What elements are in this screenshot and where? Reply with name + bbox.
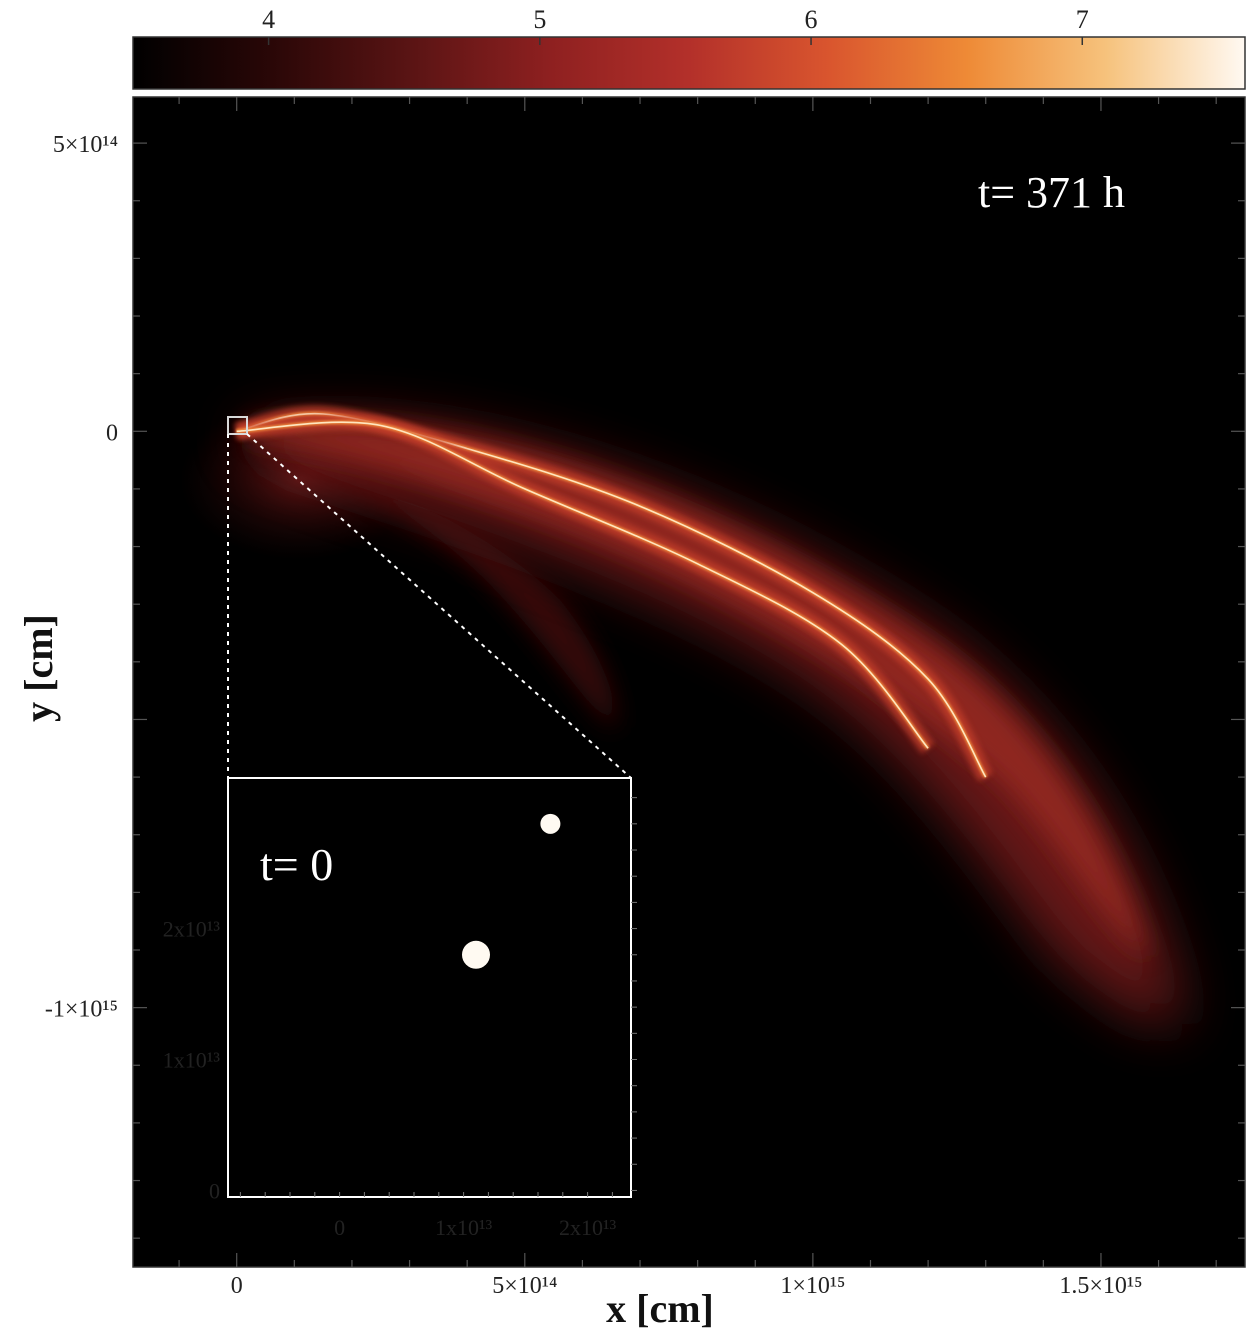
colorbar-tick-label: 7 xyxy=(1076,5,1089,34)
x-tick-label: 1.5×10¹⁵ xyxy=(1059,1273,1142,1299)
inset-frame xyxy=(227,777,632,1198)
colorbar-tick-label: 6 xyxy=(805,5,818,34)
density-field xyxy=(180,400,1185,1025)
inset-x-tick-label: 2x10¹³ xyxy=(559,1215,617,1240)
colorbar-tick-label: 4 xyxy=(262,5,275,34)
inset-annotation: t= 0 xyxy=(260,839,333,890)
inset-plot: 0 1x10¹³ 2x10¹³ 0 1x10¹³ 2x10¹³ t= 0 xyxy=(163,777,637,1240)
x-tick-label: 1×10¹⁵ xyxy=(780,1273,845,1299)
inset-x-tick-label: 1x10¹³ xyxy=(435,1215,493,1240)
faint-plume xyxy=(245,440,616,730)
x-tick-label: 5×10¹⁴ xyxy=(492,1273,557,1299)
y-tick-label: -1×10¹⁵ xyxy=(45,997,118,1023)
colorbar: 4 5 6 7 xyxy=(132,5,1246,90)
zoom-box xyxy=(227,416,248,435)
x-axis-title: x [cm] xyxy=(606,1286,714,1331)
star-2 xyxy=(540,813,561,834)
x-axis-ticks: 0 5×10¹⁴ 1×10¹⁵ 1.5×10¹⁵ xyxy=(178,97,1217,1299)
x-tick-label: 0 xyxy=(231,1273,243,1299)
inset-points xyxy=(462,813,561,969)
inner-arc xyxy=(236,421,929,749)
colorbar-gradient xyxy=(132,36,1246,90)
y-axis-title: y [cm] xyxy=(16,614,61,722)
inset-ticks: 0 1x10¹³ 2x10¹³ 0 1x10¹³ 2x10¹³ xyxy=(163,797,637,1240)
inset-y-tick-label: 1x10¹³ xyxy=(163,1048,221,1073)
colorbar-tick-label: 5 xyxy=(533,5,546,34)
y-axis-ticks: 5×10¹⁴ 0 -1×10¹⁵ xyxy=(45,132,1245,1239)
stream-lines xyxy=(234,405,993,782)
main-plot: 0 5×10¹⁴ 1×10¹⁵ 1.5×10¹⁵ 5×10¹⁴ 0 -1×10¹⁵ t= … xyxy=(16,96,1246,1331)
y-tick-label: 5×10¹⁴ xyxy=(53,132,118,158)
inset-y-tick-label: 0 xyxy=(209,1178,220,1203)
star-1 xyxy=(462,940,490,969)
colorbar-ticks: 4 5 6 7 xyxy=(262,5,1089,45)
y-tick-label: 0 xyxy=(106,420,118,446)
zoom-indicator xyxy=(227,416,632,779)
inset-x-tick-label: 0 xyxy=(334,1215,345,1240)
time-annotation: t= 371 h xyxy=(978,168,1125,217)
inset-y-tick-label: 2x10¹³ xyxy=(163,917,221,942)
